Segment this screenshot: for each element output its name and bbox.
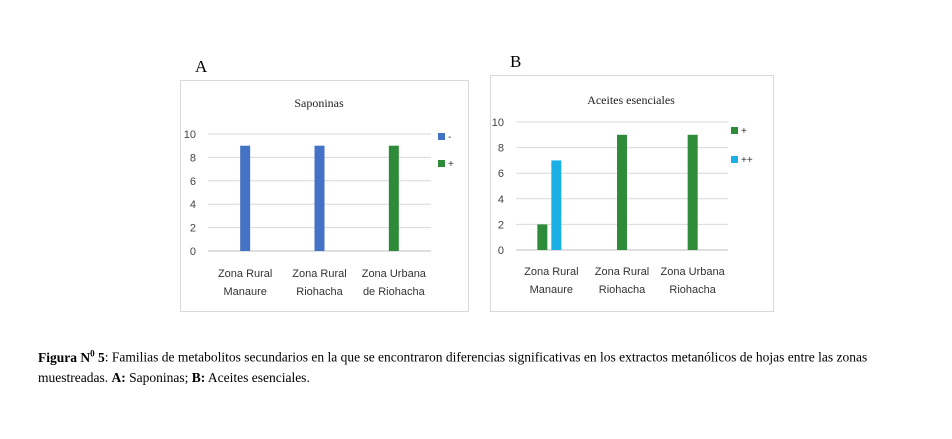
figure-caption: Figura N0 5: Familias de metabolitos sec…	[38, 343, 918, 388]
caption-text: : Familias de metabolitos secundarios en…	[38, 349, 868, 385]
chart-title: Aceites esenciales	[587, 93, 675, 107]
caption-a-label: A:	[111, 369, 126, 385]
caption-b-text: Aceites esenciales.	[205, 369, 310, 385]
chart-saponinas: Saponinas 0 2 4 6 8 10 Zona Rural Manaure Zona Ru…	[180, 80, 469, 312]
y-tick-label: 6	[190, 176, 196, 188]
y-tick-label: 4	[190, 199, 196, 211]
bar	[537, 224, 548, 250]
panel-label-b: B	[510, 52, 522, 71]
y-tick-label: 0	[498, 245, 504, 257]
chart-aceites-esenciales: Aceites esenciales 0 2 4 6 8 10 Zona Rural Manau…	[490, 75, 774, 312]
x-category-label: Manaure	[223, 286, 266, 298]
x-category-label: Zona Rural	[595, 266, 649, 278]
y-tick-label: 6	[498, 168, 504, 180]
chart-saponinas-svg: Saponinas 0 2 4 6 8 10 Zona Rural Manaure Zona Ru…	[184, 96, 454, 298]
y-tick-label: 4	[498, 194, 504, 206]
panel-label-a: A	[195, 57, 208, 76]
x-category-label: Zona Rural	[218, 268, 272, 280]
legend-swatch	[731, 156, 738, 163]
bar	[617, 134, 627, 250]
y-tick-label: 10	[492, 117, 504, 129]
y-tick-label: 8	[498, 143, 504, 155]
figure-label: Figura N0 5	[38, 348, 105, 365]
x-category-label: Riohacha	[669, 284, 716, 296]
legend-label: ++	[741, 155, 753, 166]
legend-label: +	[448, 159, 454, 170]
caption-b-label: B:	[191, 369, 206, 385]
x-category-label: Riohacha	[296, 286, 343, 298]
x-category-label: Riohacha	[599, 284, 646, 296]
caption-a-text: Saponinas;	[125, 369, 192, 385]
chart-aceites-svg: Aceites esenciales 0 2 4 6 8 10 Zona Rural Manau…	[492, 93, 753, 296]
x-category-label: Manaure	[530, 284, 573, 296]
y-tick-label: 0	[190, 246, 196, 258]
bar	[314, 145, 325, 251]
chart-title: Saponinas	[294, 96, 344, 110]
legend-label: +	[741, 126, 747, 137]
y-tick-label: 2	[190, 223, 196, 235]
x-category-label: de Riohacha	[363, 286, 426, 298]
bar	[687, 134, 698, 250]
legend-swatch	[438, 160, 445, 167]
y-tick-label: 10	[184, 129, 196, 141]
legend-label: -	[448, 132, 451, 143]
x-category-label: Zona Rural	[292, 268, 346, 280]
bar	[240, 145, 251, 251]
x-category-label: Zona Urbana	[661, 266, 726, 278]
bar	[388, 145, 399, 251]
legend-swatch	[731, 127, 738, 134]
y-tick-label: 2	[498, 219, 504, 231]
x-category-label: Zona Rural	[524, 266, 578, 278]
x-category-label: Zona Urbana	[362, 268, 427, 280]
bar	[551, 160, 562, 250]
legend-swatch	[438, 133, 445, 140]
y-tick-label: 8	[190, 152, 196, 164]
